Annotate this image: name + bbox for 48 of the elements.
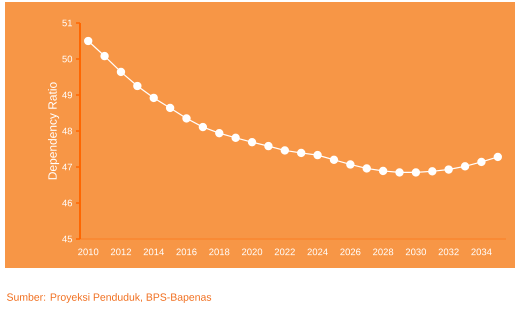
y-tick-label: 51 <box>62 20 72 26</box>
point <box>248 138 256 146</box>
x-tick-label: 2028 <box>373 248 394 256</box>
y-tick-label: 49 <box>62 92 72 98</box>
point <box>297 148 306 158</box>
x-tick-label: 2032 <box>438 248 459 256</box>
x-tick-label: 2012 <box>110 248 132 256</box>
point <box>166 104 174 112</box>
point <box>378 166 388 176</box>
y-tick-label: 46 <box>62 200 72 206</box>
y-axis-title: Dependency Ratio <box>48 82 60 180</box>
point <box>313 150 322 160</box>
point <box>198 122 208 132</box>
x-tick-label: 2014 <box>144 248 164 256</box>
point <box>280 146 289 155</box>
x-tick-label: 2026 <box>340 248 360 256</box>
point <box>395 168 404 177</box>
point <box>84 36 92 46</box>
x-tick-label: 2020 <box>242 248 262 256</box>
y-tick-label: 50 <box>62 56 72 62</box>
point <box>460 162 470 170</box>
x-tick-label: 2034 <box>471 248 492 256</box>
point <box>444 165 453 174</box>
x-tick-label: 2030 <box>406 248 426 256</box>
point <box>477 158 486 166</box>
x-tick-label: 2010 <box>78 248 98 256</box>
point <box>150 94 158 102</box>
point <box>412 168 420 177</box>
point <box>182 114 191 123</box>
point <box>133 82 142 90</box>
point <box>215 128 224 138</box>
x-tick-label: 2024 <box>308 248 328 256</box>
x-tick-label: 2018 <box>209 248 230 256</box>
point <box>264 142 273 150</box>
y-tick-label: 47 <box>62 164 72 170</box>
point <box>116 68 126 76</box>
point <box>231 134 240 142</box>
point <box>346 160 355 169</box>
x-tick-label: 2016 <box>176 248 197 256</box>
point <box>100 52 109 60</box>
point <box>330 156 338 164</box>
x-tick-label: 2022 <box>274 248 295 256</box>
point <box>428 167 436 176</box>
y-tick-label: 48 <box>62 128 72 134</box>
text: Sumber: Proyeksi Penduduk, BPS-Bapenas <box>6 293 212 303</box>
point <box>362 164 371 173</box>
point <box>494 152 502 162</box>
y-tick-label: 45 <box>62 236 72 242</box>
